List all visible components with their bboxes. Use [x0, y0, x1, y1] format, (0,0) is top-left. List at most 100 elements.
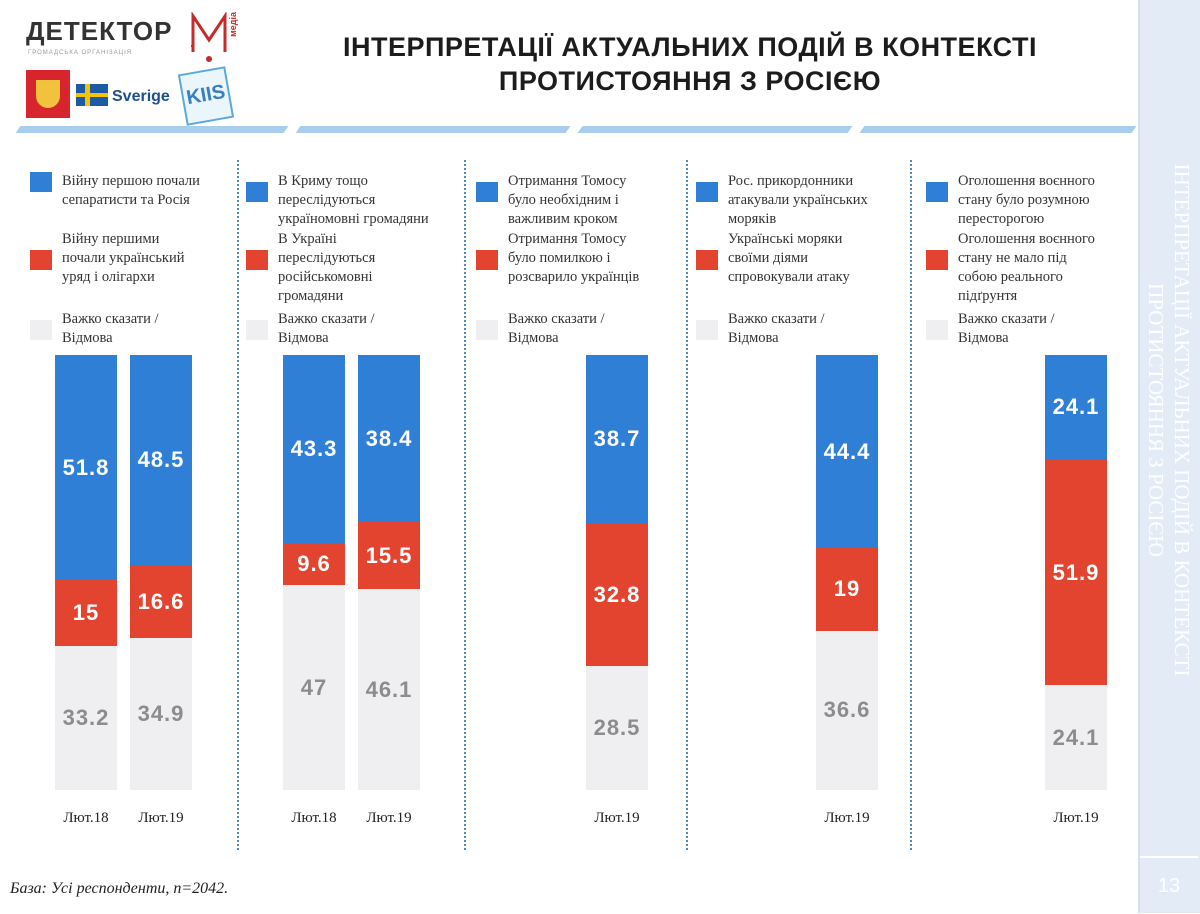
page-title: ІНТЕРПРЕТАЦІЇ АКТУАЛЬНИХ ПОДІЙ В КОНТЕКС…	[290, 30, 1090, 98]
side-strip	[1138, 0, 1200, 913]
x-tick-label: Лют.19	[138, 810, 184, 826]
bar-segment-primary	[130, 355, 192, 566]
panel-divider	[237, 160, 239, 850]
legend-swatch	[476, 320, 498, 340]
sweden-flag-icon	[76, 84, 108, 106]
data-label: 33.2	[62, 704, 110, 730]
legend-text: Важко сказати / Відмова	[728, 311, 825, 346]
data-label: 34.9	[137, 701, 185, 727]
legend-text: Оголошення воєнного стану було розумною пе…	[958, 173, 1095, 227]
detector-logo-text: ДЕТЕКТОР	[26, 16, 173, 46]
x-tick-label: Лют.18	[63, 810, 109, 826]
legend-swatch	[696, 250, 718, 270]
legend-text: Важко сказати / Відмова	[508, 311, 605, 346]
header-stripe	[859, 126, 1137, 133]
data-label: 43.3	[290, 436, 338, 462]
legend-swatch	[246, 182, 268, 202]
x-tick-label: Лют.19	[824, 810, 870, 826]
bar-segment-secondary	[586, 523, 648, 667]
data-label: 51.8	[62, 454, 110, 480]
footnote: База: Усі респонденти, n=2042.	[10, 880, 229, 897]
bar-segment-secondary	[358, 522, 420, 590]
coat-of-arms-icon	[26, 70, 70, 118]
data-label: 48.5	[137, 447, 185, 473]
legend-text: Важко сказати / Відмова	[278, 311, 375, 346]
legend-text: Рос. прикордонники атакували українських м…	[728, 173, 868, 227]
data-label: 47	[300, 674, 328, 700]
legend-text: Українські моряки своїми діями спровокувал…	[728, 231, 850, 285]
data-label: 19	[833, 576, 861, 602]
data-label: 46.1	[365, 676, 413, 702]
panel-divider	[686, 160, 688, 850]
legend-swatch	[926, 320, 948, 340]
bar-segment-undecided	[1045, 685, 1107, 790]
data-label: 24.1	[1052, 724, 1100, 750]
bar-segment-undecided	[55, 645, 117, 790]
data-label: 38.4	[365, 425, 413, 451]
data-label: 32.8	[593, 581, 641, 607]
data-label: 28.5	[593, 715, 641, 740]
x-tick-label: Лют.19	[594, 810, 640, 826]
legend-swatch	[246, 250, 268, 270]
data-label: 36.6	[823, 697, 871, 723]
legend-swatch	[246, 320, 268, 340]
side-title-line2: ПРОТИСТОЯННЯ З РОСІЄЮ	[1144, 283, 1168, 557]
data-label: 9.6	[297, 551, 331, 577]
bar-segment-undecided	[358, 589, 420, 790]
panel-divider	[910, 160, 912, 850]
header-stripe	[577, 126, 853, 133]
detector-m-icon	[191, 12, 227, 62]
logo-media-label: медіа	[228, 12, 238, 37]
legend-text: Важко сказати / Відмова	[958, 311, 1055, 346]
legend-swatch	[30, 320, 52, 340]
legend-text: Отримання Томосу було необхідним і важливи…	[508, 173, 627, 227]
legend-text: Отримання Томосу було помилкою і розсварил…	[508, 231, 640, 285]
bar-segment-undecided	[816, 630, 878, 790]
data-label: 44.4	[823, 438, 871, 464]
bar-segment-undecided	[586, 666, 648, 790]
x-tick-label: Лют.18	[291, 810, 337, 826]
bar-segment-undecided	[283, 585, 345, 790]
legend-swatch	[696, 320, 718, 340]
x-tick-label: Лют.19	[1053, 810, 1099, 826]
title-line2: ПРОТИСТОЯННЯ З РОСІЄЮ	[498, 66, 882, 96]
bar-segment-secondary	[1045, 459, 1107, 686]
side-title-line1: ІНТЕРПРЕТАЦІЇ АКТУАЛЬНИХ ПОДІЙ В КОНТЕКС…	[1170, 163, 1194, 677]
legend-swatch	[476, 250, 498, 270]
bar-segment-primary	[55, 355, 117, 581]
legend-text: Війну першою почали сепаратисти та Росія	[62, 173, 200, 208]
legend-text: Важко сказати / Відмова	[62, 311, 159, 346]
bar-segment-primary	[816, 355, 878, 549]
panel-divider	[464, 160, 466, 850]
kiis-logo: KIIS	[177, 66, 235, 126]
logo-block: ДЕТЕКТОР медіа ГРОМАДСЬКА ОРГАНІЗАЦІЯ Sv…	[26, 10, 246, 126]
legend-swatch	[926, 250, 948, 270]
legend-text: Оголошення воєнного стану не мало під собо…	[958, 231, 1095, 304]
side-title: ІНТЕРПРЕТАЦІЇ АКТУАЛЬНИХ ПОДІЙ В КОНТЕКС…	[1143, 164, 1195, 677]
data-label: 16.6	[137, 589, 185, 615]
legend-swatch	[926, 182, 948, 202]
bar-segment-secondary	[816, 548, 878, 631]
bar-segment-primary	[1045, 355, 1107, 460]
legend-swatch	[30, 250, 52, 270]
title-line1: ІНТЕРПРЕТАЦІЇ АКТУАЛЬНИХ ПОДІЙ В КОНТЕКС…	[342, 32, 1038, 62]
data-label: 15.5	[365, 542, 413, 568]
header-stripe	[295, 126, 571, 133]
data-label: 51.9	[1052, 559, 1100, 585]
header-stripe	[15, 126, 289, 133]
legend-swatch	[30, 172, 52, 192]
bar-segment-secondary	[283, 543, 345, 586]
bar-segment-secondary	[130, 565, 192, 639]
data-label: 15	[72, 599, 100, 625]
legend-text: В Україні переслідуються російськомовні гро…	[278, 231, 376, 304]
logo-subtitle: ГРОМАДСЬКА ОРГАНІЗАЦІЯ	[28, 50, 133, 56]
legend-swatch	[476, 182, 498, 202]
bar-segment-undecided	[130, 638, 192, 790]
sverige-label: Sverige	[112, 88, 170, 105]
legend-swatch	[696, 182, 718, 202]
bar-segment-primary	[358, 355, 420, 523]
data-label: 38.7	[593, 426, 641, 452]
legend-text: Війну першими почали український уряд і ол…	[62, 231, 185, 285]
x-tick-label: Лют.19	[366, 810, 412, 826]
bar-segment-primary	[283, 355, 345, 544]
